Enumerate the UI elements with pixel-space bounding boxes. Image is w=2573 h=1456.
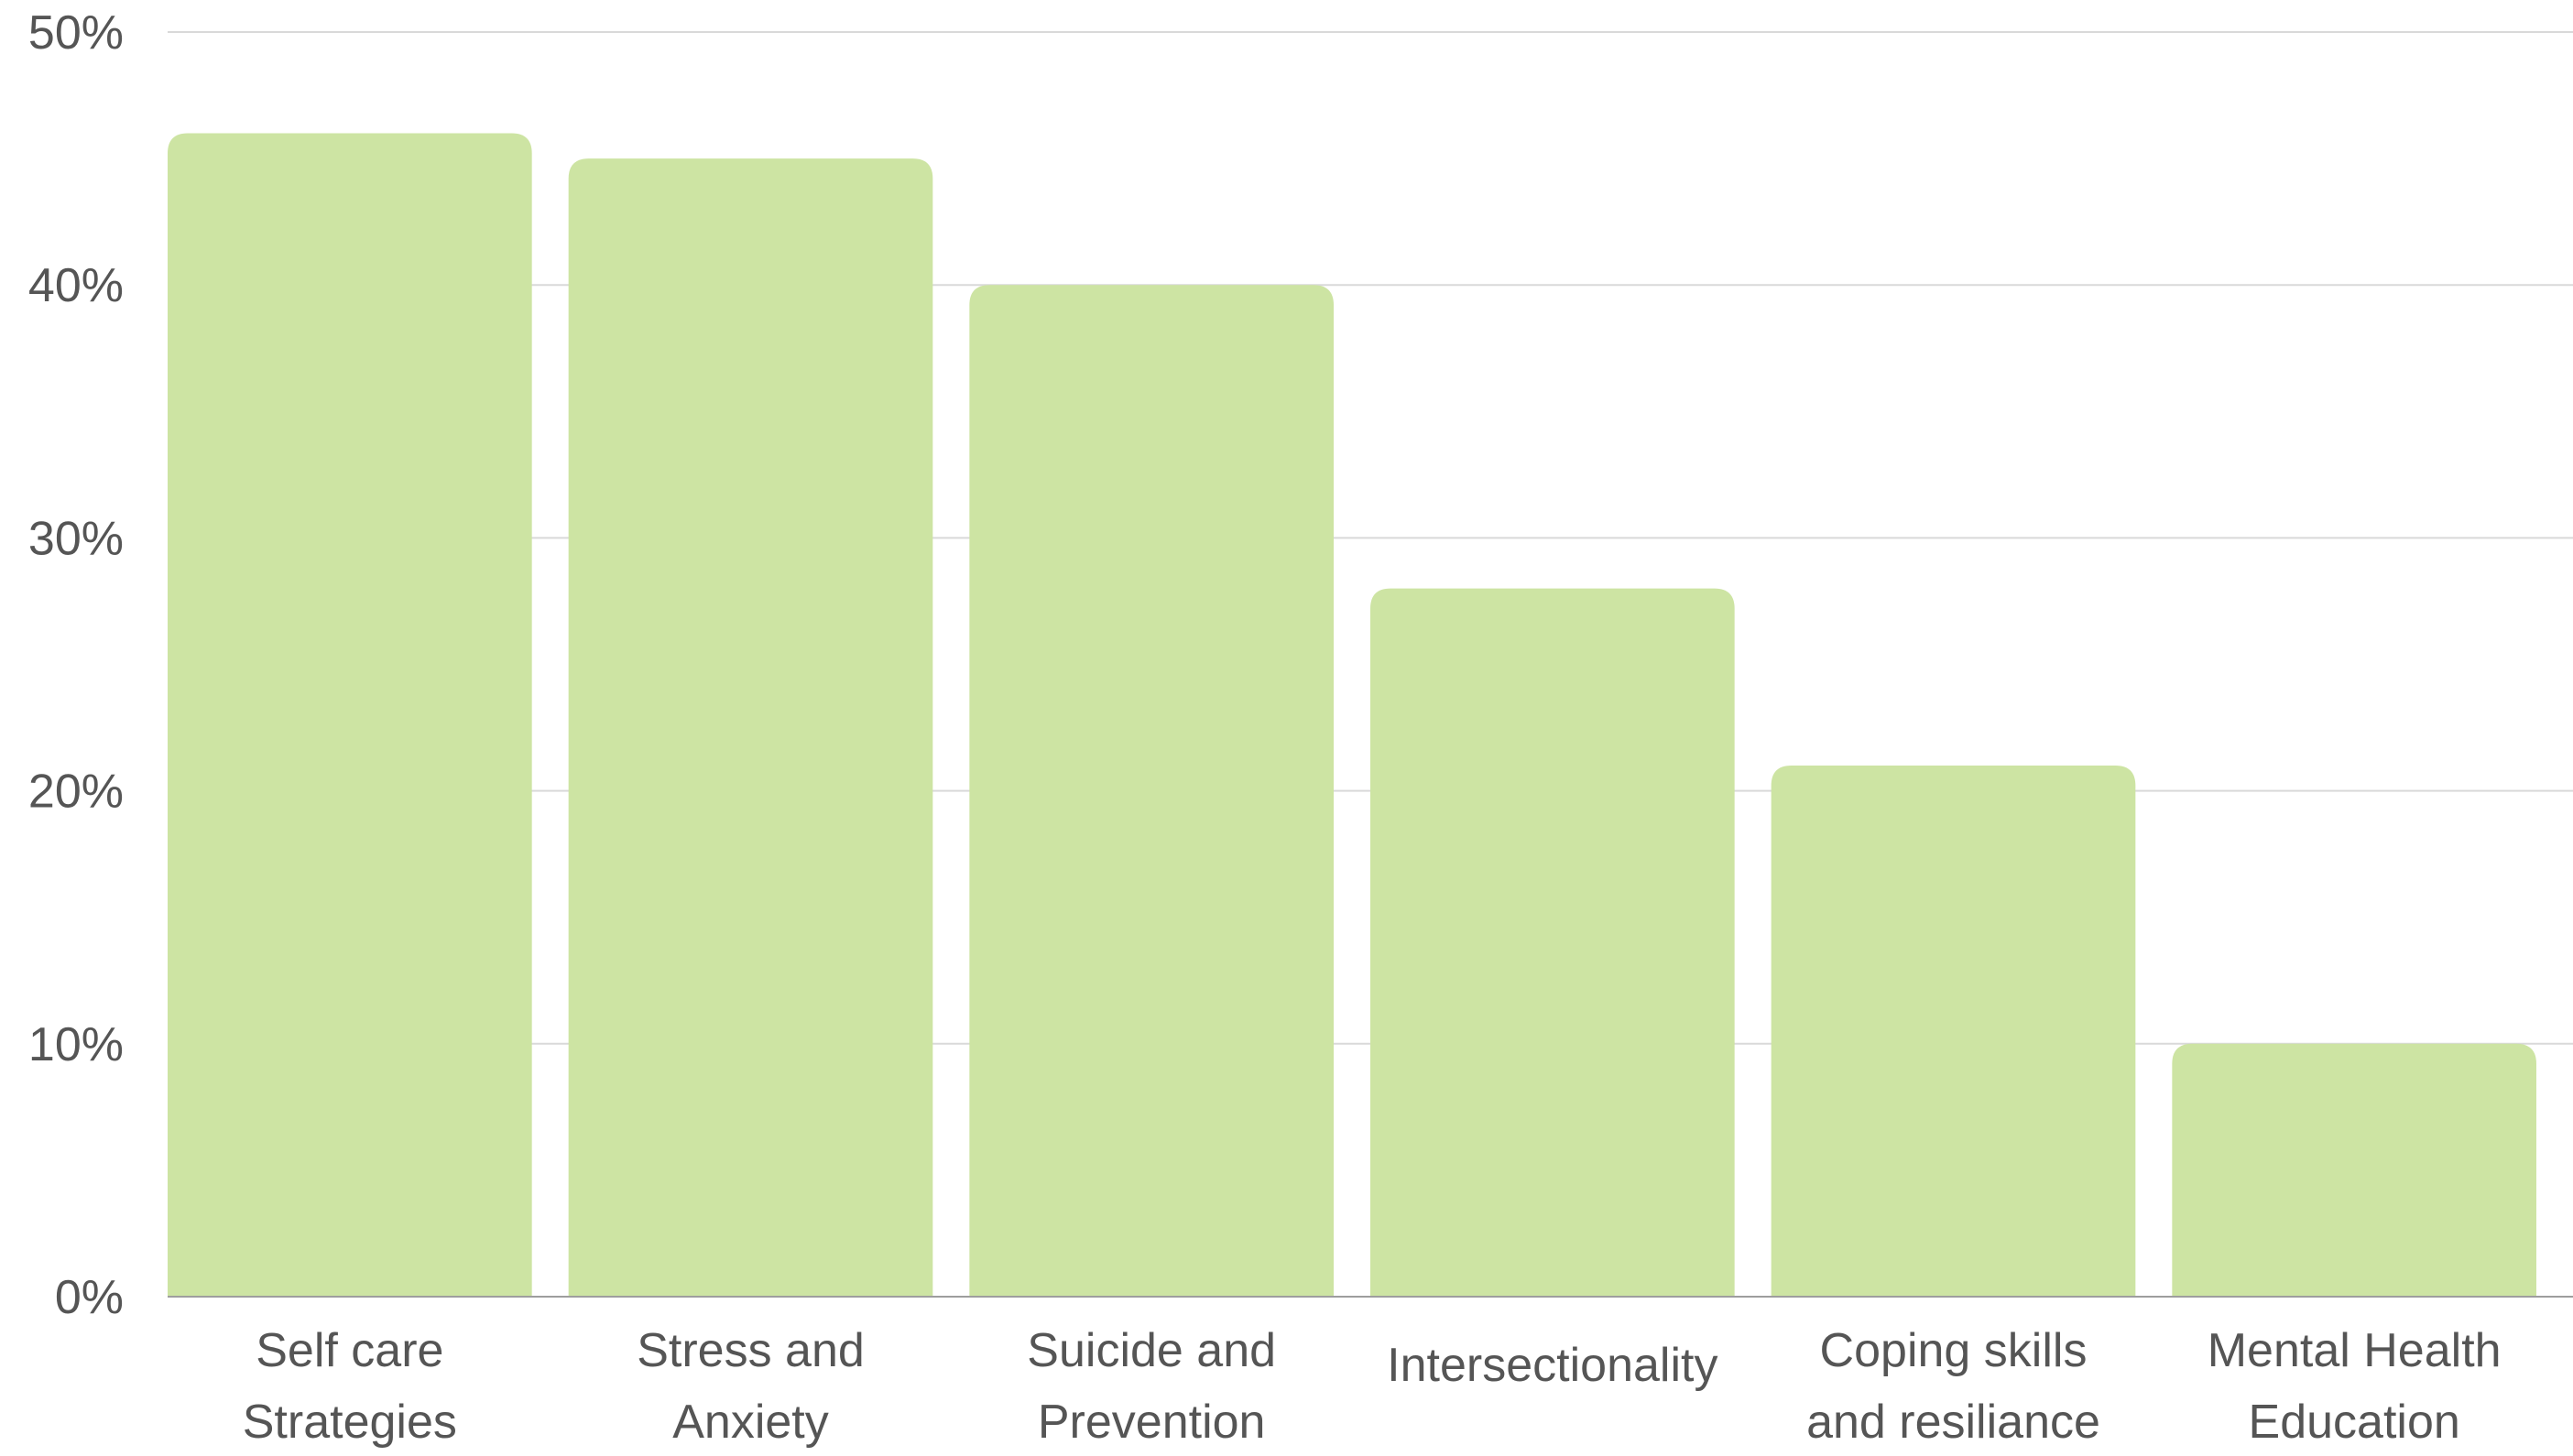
y-tick-label: 40% (28, 259, 124, 312)
x-category-label: Intersectionality (1387, 1339, 1717, 1392)
y-tick-label: 0% (55, 1271, 124, 1324)
bar (168, 133, 532, 1298)
x-category-label: Strategies (243, 1396, 457, 1449)
x-category-label: Anxiety (672, 1396, 829, 1449)
bar (1370, 588, 1735, 1297)
bar (1771, 765, 2136, 1297)
x-category-label: Stress and (637, 1324, 865, 1377)
x-category-label: Prevention (1038, 1396, 1266, 1449)
bar (969, 285, 1334, 1298)
y-tick-label: 30% (28, 512, 124, 565)
x-category-label: and resiliance (1806, 1396, 2100, 1449)
y-tick-label: 20% (28, 766, 124, 819)
bars (168, 133, 2536, 1298)
y-tick-label: 50% (28, 6, 124, 60)
y-tick-labels: 0% 10% 20% 30% 40% 50% (28, 6, 124, 1324)
bar (568, 158, 933, 1298)
x-category-label: Education (2249, 1396, 2460, 1449)
x-category-label: Coping skills (1820, 1324, 2088, 1377)
bar (2172, 1043, 2536, 1297)
x-category-labels: Self care Strategies Stress and Anxiety Suic… (243, 1324, 2502, 1449)
x-category-label: Self care (256, 1324, 443, 1377)
x-category-label: Mental Health (2208, 1324, 2502, 1377)
x-category-label: Suicide and (1027, 1324, 1276, 1377)
y-tick-label: 10% (28, 1018, 124, 1071)
